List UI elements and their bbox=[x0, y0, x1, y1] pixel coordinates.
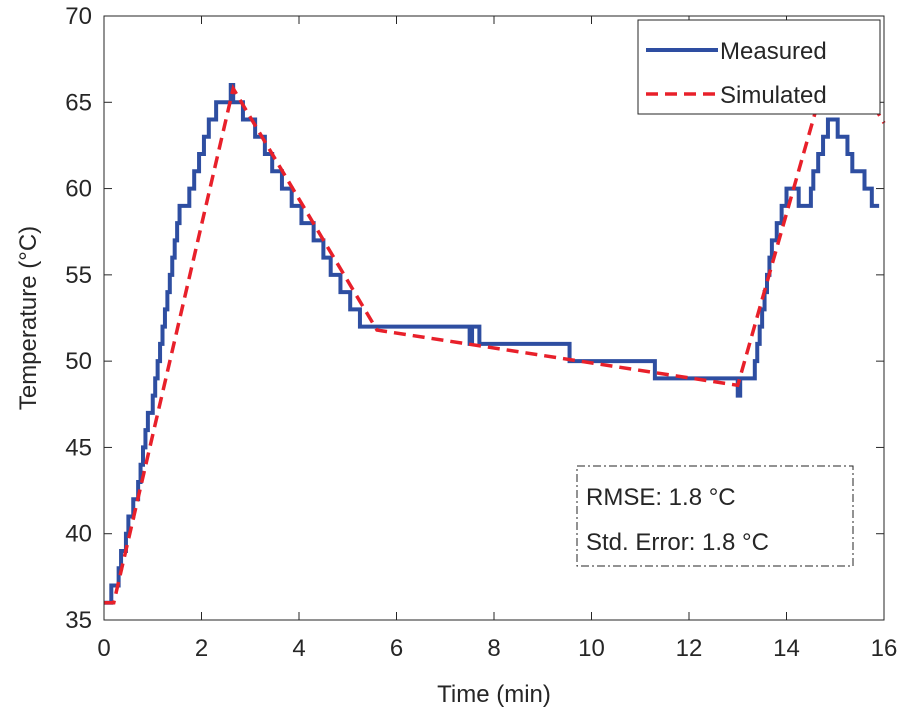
x-tick-label: 4 bbox=[292, 635, 305, 662]
x-tick-label: 8 bbox=[487, 635, 500, 662]
y-tick-label: 45 bbox=[65, 434, 92, 461]
annotation: RMSE: 1.8 °C bbox=[586, 484, 736, 511]
y-tick-label: 55 bbox=[65, 262, 92, 289]
annotation: Std. Error: 1.8 °C bbox=[586, 529, 769, 556]
annotation-box bbox=[576, 465, 854, 567]
x-tick-label: 2 bbox=[195, 635, 208, 662]
legend-label: Simulated bbox=[720, 82, 827, 109]
y-tick-label: 70 bbox=[65, 3, 92, 30]
data-line bbox=[104, 83, 880, 605]
x-tick-label: 12 bbox=[676, 635, 703, 662]
y-tick-label: 35 bbox=[65, 607, 92, 634]
x-tick-label: 6 bbox=[390, 635, 403, 662]
y-axis-label: Temperature (°C) bbox=[15, 226, 42, 410]
y-tick-label: 60 bbox=[65, 176, 92, 203]
y-tick-label: 40 bbox=[65, 521, 92, 548]
plot-frame bbox=[103, 15, 885, 621]
legend-label: Measured bbox=[720, 38, 827, 65]
x-tick-label: 10 bbox=[578, 635, 605, 662]
x-tick-label: 14 bbox=[773, 635, 800, 662]
y-tick-label: 65 bbox=[65, 89, 92, 116]
y-tick-label: 50 bbox=[65, 348, 92, 375]
x-tick-label: 0 bbox=[97, 635, 110, 662]
x-axis-label: Time (min) bbox=[437, 681, 551, 708]
x-tick-label: 16 bbox=[871, 635, 898, 662]
legend-box bbox=[637, 19, 881, 115]
